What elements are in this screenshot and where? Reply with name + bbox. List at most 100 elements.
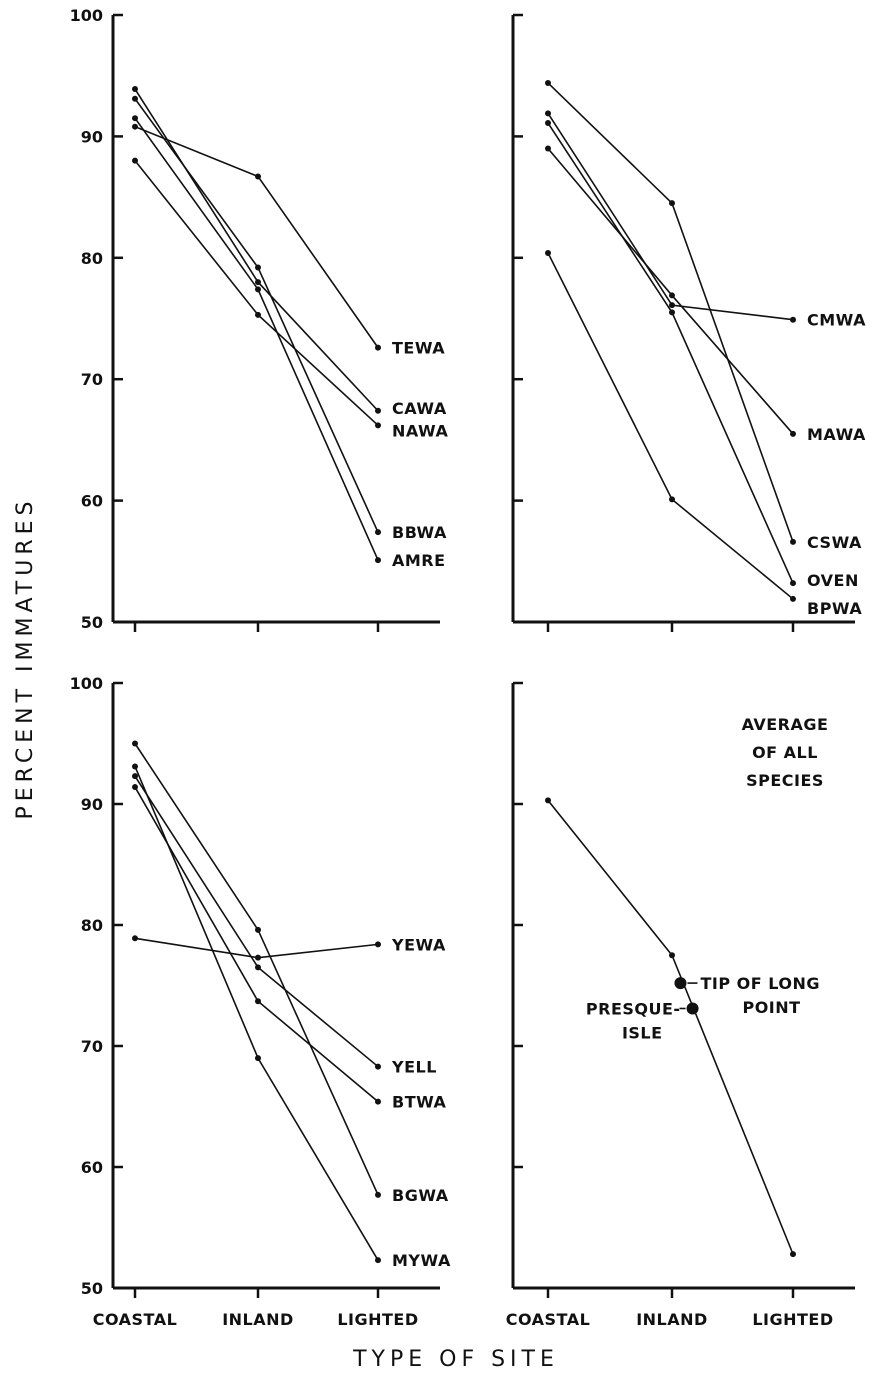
data-point [375,1063,381,1070]
series-label: CAWA [392,399,447,418]
series-bgwa: BGWA [132,740,449,1205]
data-point [545,145,551,152]
data-point [132,115,138,122]
series-line [134,937,379,959]
series-tewa: TEWA [132,123,445,358]
y-axis-title: PERCENT IMMATURES [13,497,38,820]
series-yell: YELL [132,773,437,1077]
series-cawa: CAWA [132,86,447,418]
y-tick-label: 100 [70,674,103,693]
series-bbwa: BBWA [132,95,447,542]
series-btwa: BTWA [132,784,446,1112]
data-point [255,998,261,1005]
data-point [375,529,381,536]
series-label: CMWA [807,311,866,330]
annotation-point [674,977,687,990]
annotation-label: ISLE [622,1023,663,1042]
panel-bottom-right: COASTAL INLAND LIGHTED AVERAGE OF ALL SPECIES… [506,681,855,1329]
series-line [547,799,794,1255]
x-tick-label: LIGHTED [752,1310,833,1329]
series-mawa: MAWA [545,145,866,444]
data-point [375,1257,381,1264]
annotation-label: PRESQUE- [586,999,681,1018]
x-tick-label: COASTAL [506,1310,591,1329]
series-line [547,112,794,321]
data-point [132,763,138,770]
y-tick-label: 60 [81,492,103,511]
series-label: CSWA [807,533,862,552]
series-amre: AMRE [132,115,445,570]
series-cmwa: CMWA [545,110,866,330]
series-mywa: MYWA [132,763,450,1270]
x-tick-label: INLAND [636,1310,708,1329]
y-tick-label: 90 [81,795,103,814]
panel-title: OF ALL [752,743,818,762]
series-bpwa: BPWA [545,249,862,618]
data-point [669,292,675,299]
series-label: BPWA [807,599,862,618]
x-axis-title: TYPE OF SITE [352,1347,559,1372]
panel-title: SPECIES [746,771,824,790]
annotation-label: TIP OF LONG [700,974,820,993]
annotation-label: POINT [742,998,800,1017]
data-point [669,309,675,316]
y-tick-label: 80 [81,916,103,935]
data-point [375,1098,381,1105]
y-tick-label: 90 [81,127,103,146]
y-tick-label: 80 [81,249,103,268]
data-point [669,302,675,309]
y-tick-label: 60 [81,1158,103,1177]
data-point [132,740,138,747]
data-point [375,1191,381,1198]
y-tick-label: 70 [81,370,103,389]
series-oven: OVEN [545,120,858,590]
data-point [132,773,138,780]
data-point [375,344,381,351]
series-label: MAWA [807,425,866,444]
y-tick-label: 50 [81,1279,103,1298]
data-point [132,784,138,791]
data-point [790,595,796,602]
data-point [255,286,261,293]
data-point [255,926,261,933]
data-point [132,95,138,102]
data-point [545,120,551,127]
data-point [132,123,138,130]
data-point [669,496,675,503]
series-average [545,797,796,1258]
series-label: BGWA [392,1186,449,1205]
data-point [255,264,261,271]
x-tick-label: INLAND [222,1310,294,1329]
series-yewa: YEWA [132,935,446,961]
series-line [547,148,794,435]
data-point [790,1251,796,1258]
panel-title: AVERAGE [742,715,829,734]
x-tick-label: LIGHTED [337,1310,418,1329]
data-point [255,311,261,318]
panel-top-left: 50 60 70 80 90 100 TEWA CAWA NAWA BBWA AMRE [70,6,448,632]
panel-top-right: CMWA MAWA CSWA OVEN BPWA [511,13,866,632]
data-point [255,964,261,971]
series-label: TEWA [392,339,445,358]
series-line [134,88,379,412]
data-point [255,1055,261,1062]
series-label: YELL [391,1058,437,1077]
y-tick-label: 70 [81,1037,103,1056]
data-point [375,407,381,414]
series-line [134,117,379,561]
data-point [132,86,138,93]
data-point [375,422,381,429]
series-label: BBWA [392,523,447,542]
series-line [134,775,379,1068]
series-cswa: CSWA [545,79,862,552]
annotation-point [686,1002,699,1015]
series-label: YEWA [391,935,446,954]
data-point [255,173,261,180]
data-point [375,557,381,564]
data-point [545,797,551,804]
panels: 50 60 70 80 90 100 TEWA CAWA NAWA BBWA AMRE CMWA MAW… [70,6,866,1329]
data-point [132,935,138,942]
series-nawa: NAWA [132,157,448,440]
data-point [790,430,796,437]
